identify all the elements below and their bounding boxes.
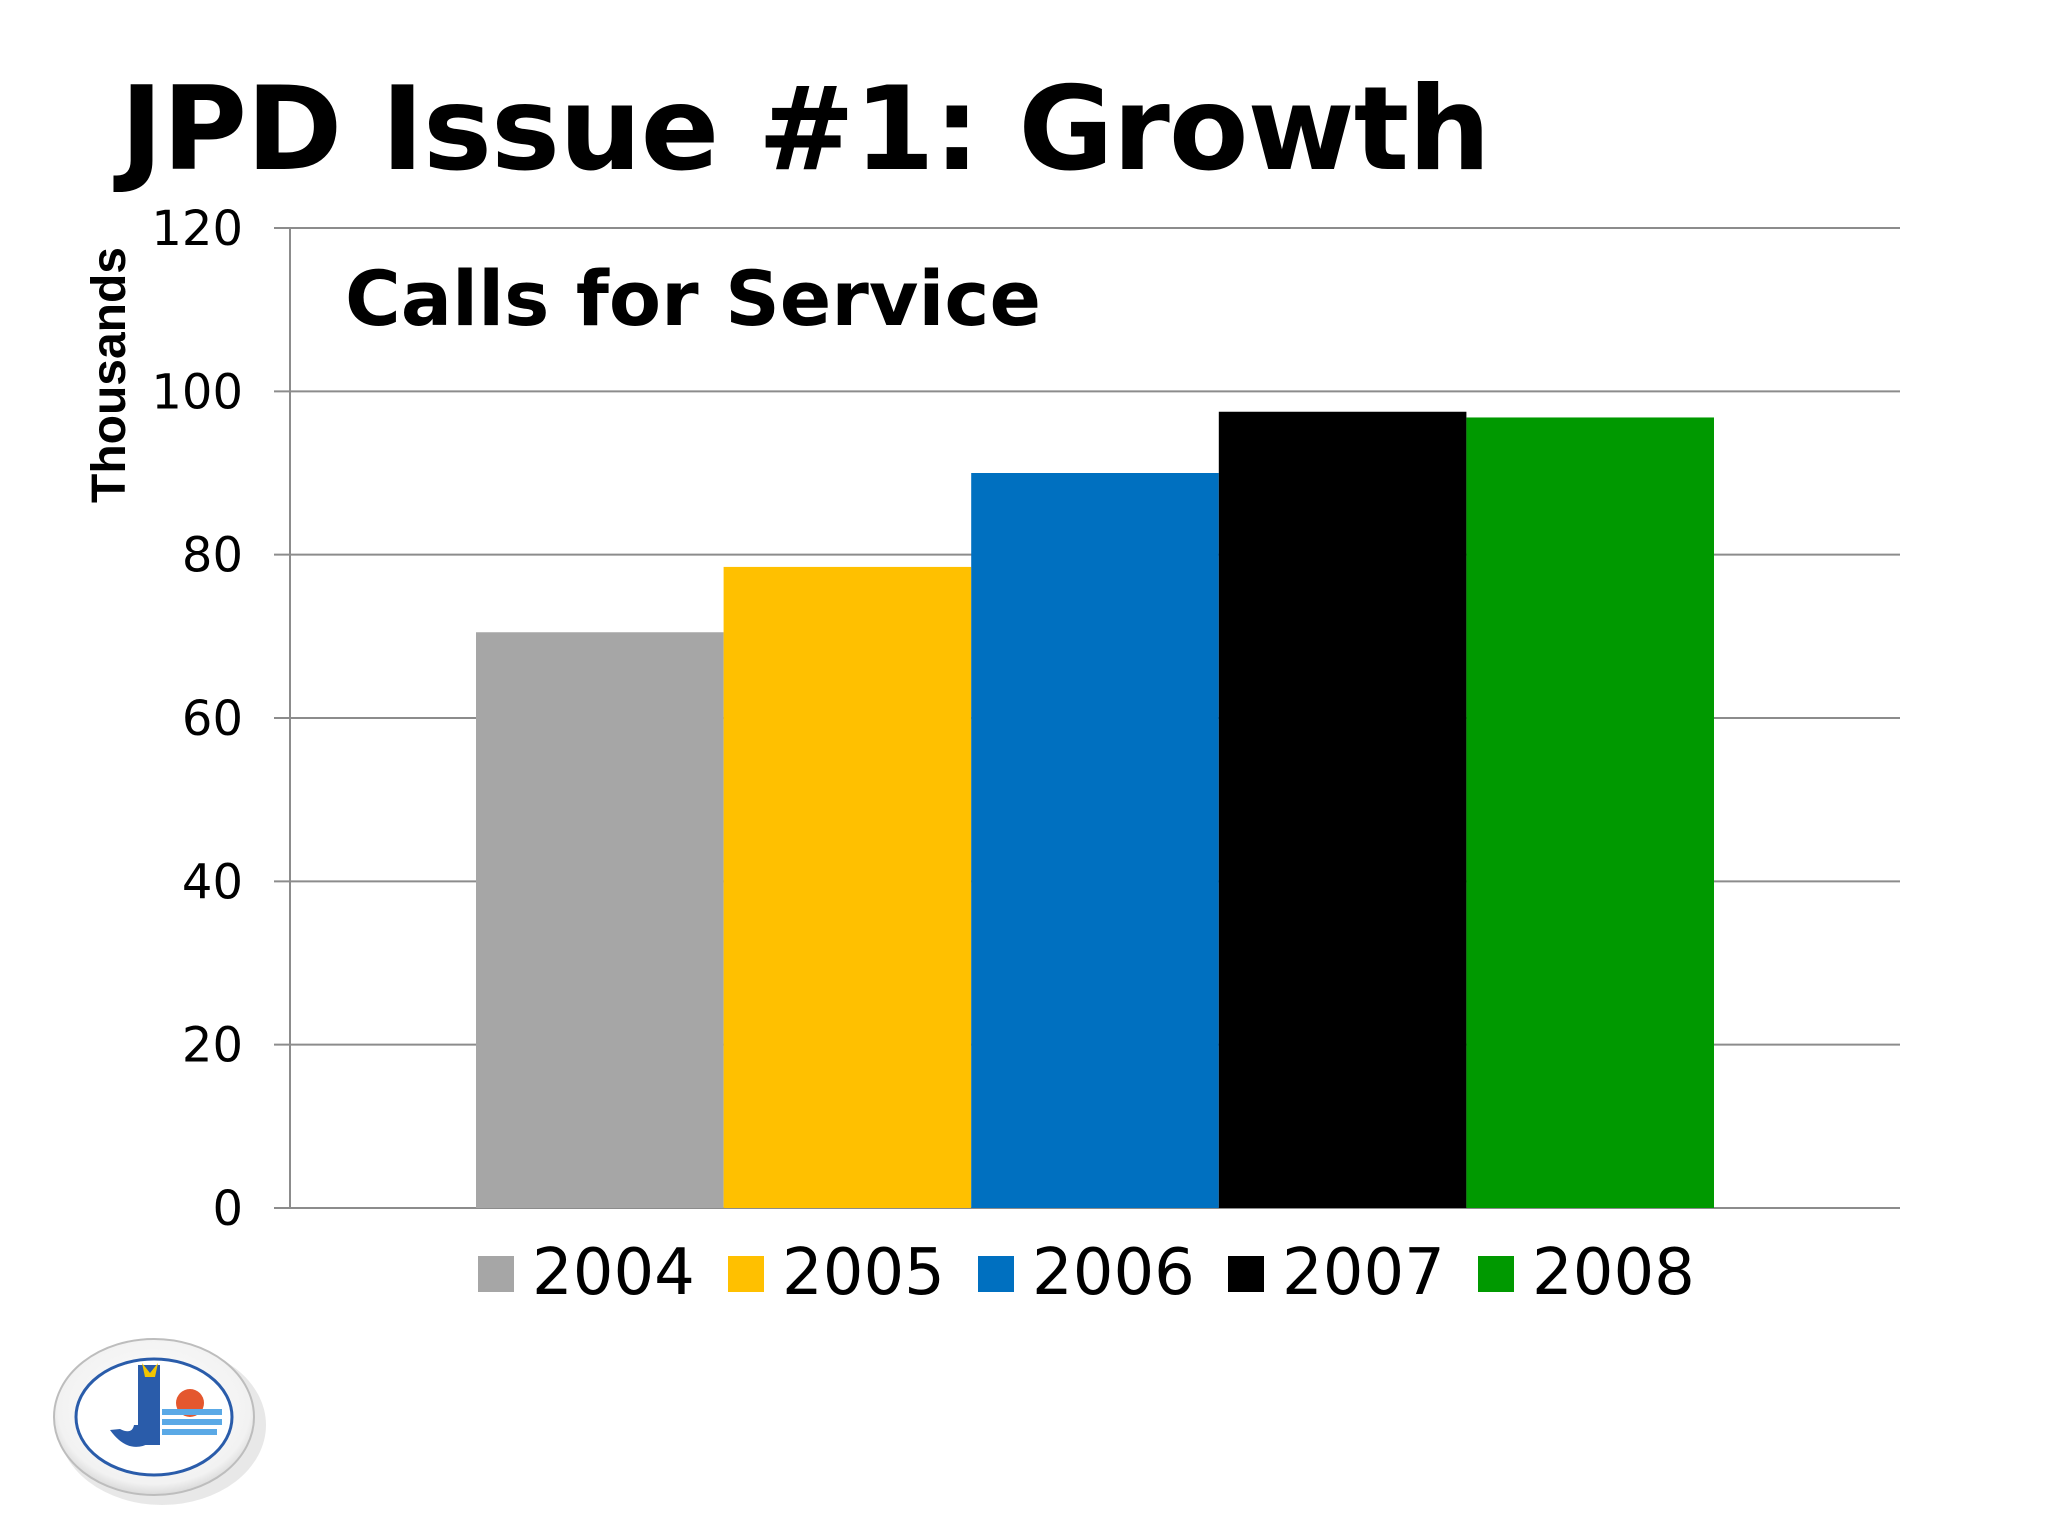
- legend-label: 2007: [1282, 1236, 1445, 1310]
- bar-2004: [476, 632, 724, 1208]
- legend-label: 2006: [1032, 1236, 1195, 1310]
- bar-2006: [971, 473, 1219, 1208]
- y-tick-label: 120: [151, 201, 243, 257]
- y-tick-label: 40: [182, 854, 243, 910]
- slide-title: JPD Issue #1: Growth: [120, 62, 1491, 197]
- legend-label: 2005: [782, 1236, 945, 1310]
- y-tick-label: 100: [151, 364, 243, 420]
- legend-label: 2008: [1532, 1236, 1695, 1310]
- legend-swatch-2007: [1228, 1256, 1264, 1292]
- y-axis-label: Thousands: [83, 247, 136, 503]
- y-tick-label: 60: [182, 691, 243, 747]
- y-tick-label: 80: [182, 528, 243, 584]
- legend: 2004 2005 2006 2007 2008: [478, 1236, 1695, 1310]
- bar-2008: [1466, 417, 1714, 1208]
- y-tick-labels: 0 20 40 60 80 100 120: [151, 201, 243, 1237]
- legend-swatch-2005: [728, 1256, 764, 1292]
- y-tick-label: 20: [182, 1018, 243, 1074]
- legend-swatch-2006: [978, 1256, 1014, 1292]
- bar-2005: [723, 566, 972, 1208]
- y-tick-label: 0: [212, 1181, 243, 1237]
- bars: [476, 411, 1714, 1208]
- legend-swatch-2008: [1478, 1256, 1514, 1292]
- legend-label: 2004: [532, 1236, 695, 1310]
- bar-2007: [1218, 411, 1467, 1208]
- legend-swatch-2004: [478, 1256, 514, 1292]
- city-seal-logo: [53, 1338, 266, 1505]
- chart-title: Calls for Service: [345, 254, 1041, 343]
